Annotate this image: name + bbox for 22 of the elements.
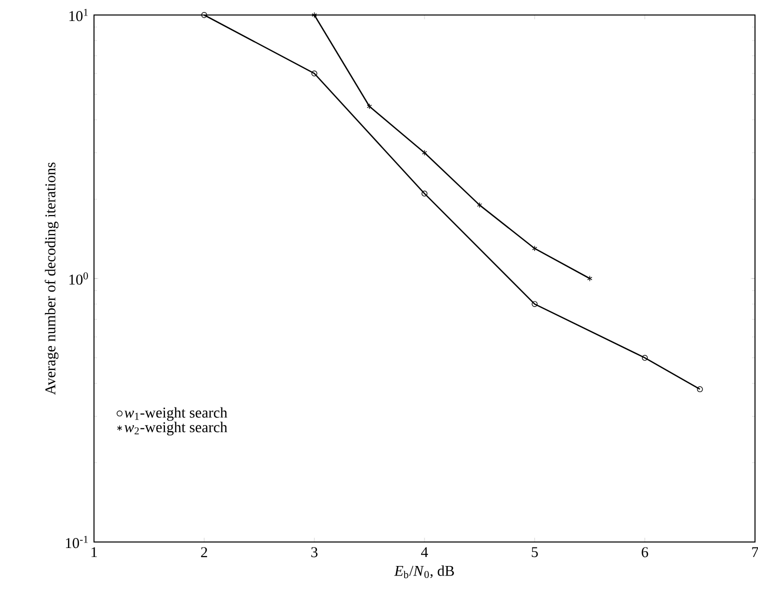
x-tick-label: 6 bbox=[642, 547, 648, 558]
y-tick-label: 10$^{0}$ bbox=[69, 272, 88, 285]
point bbox=[311, 70, 318, 76]
point bbox=[532, 301, 538, 307]
point bbox=[422, 190, 428, 197]
x-tick-label: 5 bbox=[532, 547, 538, 558]
legend-label: w$_{1}$-weight search bbox=[124, 407, 228, 421]
x-tick-label: 3 bbox=[311, 547, 318, 558]
y-tick-label: 10$^{1}$ bbox=[69, 8, 88, 22]
point bbox=[476, 202, 482, 208]
point bbox=[532, 246, 538, 252]
x-axis-title: E$_{b}$/N$_{0}$, dB bbox=[394, 565, 454, 578]
point bbox=[422, 150, 428, 156]
point bbox=[642, 354, 648, 361]
y-tick-label: 10$^{-1}$ bbox=[66, 536, 88, 548]
x-tick-label: 4 bbox=[421, 547, 428, 558]
x-tick-label: 2 bbox=[201, 547, 208, 558]
legend-label: w$_{2}$-weight search bbox=[124, 422, 228, 436]
x-tick-label: 1 bbox=[92, 547, 97, 558]
x-tick-label: 7 bbox=[752, 547, 758, 557]
point bbox=[366, 103, 372, 110]
y-axis-title: Average number of decoding iterations bbox=[44, 162, 58, 395]
